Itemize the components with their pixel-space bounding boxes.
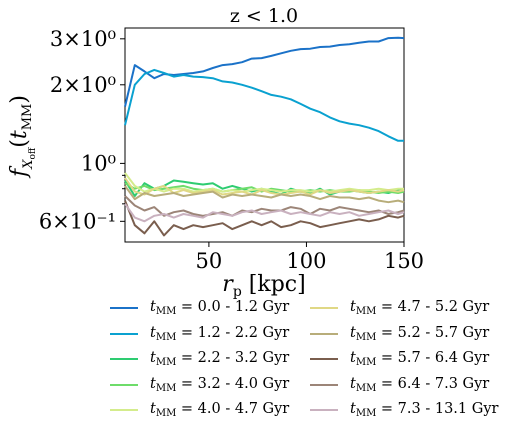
y-tick-label: 6×10⁻¹ <box>39 209 116 233</box>
legend-swatch <box>310 358 338 360</box>
legend-label: tMM = 0.0 - 1.2 Gyr <box>150 299 290 317</box>
legend-swatch <box>310 383 338 386</box>
legend-label: tMM = 5.7 - 6.4 Gyr <box>350 350 490 368</box>
legend-label: tMM = 5.2 - 5.7 Gyr <box>350 324 490 343</box>
x-tick-label: 100 <box>286 249 326 273</box>
legend-item: tMM = 5.7 - 6.4 Gyr <box>300 349 500 369</box>
legend-item: tMM = 4.7 - 5.2 Gyr <box>300 298 500 318</box>
legend-label: tMM = 7.3 - 13.1 Gyr <box>350 401 499 419</box>
chart-title: z < 1.0 <box>230 5 298 27</box>
series-line-1 <box>124 36 405 107</box>
legend-swatch <box>110 358 138 360</box>
x-axis: 50 100 150 <box>196 242 424 273</box>
y-tick-label: 3×10⁰ <box>50 27 116 51</box>
x-axis-title: rp [kpc] <box>222 272 305 300</box>
y-tick-label: 2×10⁰ <box>50 73 116 97</box>
y-axis-title: fXoff(tMM) <box>7 95 38 179</box>
series-line-6 <box>124 177 405 196</box>
legend: tMM = 0.0 - 1.2 Gyr tMM = 4.7 - 5.2 Gyr tM… <box>100 298 505 420</box>
series-line-9 <box>124 195 405 217</box>
series-line-7 <box>124 185 405 204</box>
series-line-2 <box>124 68 404 142</box>
legend-item: tMM = 5.2 - 5.7 Gyr <box>300 324 500 344</box>
legend-item: tMM = 4.0 - 4.7 Gyr <box>100 400 300 420</box>
legend-item: tMM = 7.3 - 13.1 Gyr <box>300 400 500 420</box>
series-layer <box>124 36 405 237</box>
x-tick-label: 50 <box>196 249 223 273</box>
y-tick-label: 10⁰ <box>81 151 116 175</box>
legend-label: tMM = 4.7 - 5.2 Gyr <box>350 299 490 317</box>
legend-item: tMM = 0.0 - 1.2 Gyr <box>100 298 300 318</box>
series-line-8 <box>124 200 405 237</box>
legend-item: tMM = 1.2 - 2.2 Gyr <box>100 324 300 344</box>
legend-swatch <box>110 332 138 335</box>
legend-label: tMM = 4.0 - 4.7 Gyr <box>150 401 290 419</box>
legend-swatch <box>110 383 138 386</box>
y-axis: 6×10⁻¹ 10⁰ 2×10⁰ 3×10⁰ <box>39 27 125 233</box>
legend-label: tMM = 3.2 - 4.0 Gyr <box>150 375 290 394</box>
legend-label: tMM = 1.2 - 2.2 Gyr <box>150 324 290 343</box>
legend-label: tMM = 2.2 - 3.2 Gyr <box>150 350 290 368</box>
chart-figure: z < 1.0 50 100 150 6×10⁻¹ 10⁰ 2×10⁰ 3×10⁰ rp … <box>7 5 424 300</box>
legend-swatch <box>310 332 338 335</box>
legend-swatch <box>310 307 338 309</box>
legend-item: tMM = 2.2 - 3.2 Gyr <box>100 349 300 369</box>
series-line-10 <box>124 203 405 223</box>
legend-swatch <box>110 307 138 309</box>
legend-swatch <box>310 409 338 411</box>
legend-item: tMM = 6.4 - 7.3 Gyr <box>300 375 500 395</box>
plot-area: 50 100 150 6×10⁻¹ 10⁰ 2×10⁰ 3×10⁰ <box>39 27 424 273</box>
legend-swatch <box>110 409 138 411</box>
legend-item: tMM = 3.2 - 4.0 Gyr <box>100 375 300 395</box>
legend-label: tMM = 6.4 - 7.3 Gyr <box>350 375 490 394</box>
series-line-5 <box>124 172 404 193</box>
x-tick-label: 150 <box>384 249 424 273</box>
plot-frame <box>124 27 405 243</box>
